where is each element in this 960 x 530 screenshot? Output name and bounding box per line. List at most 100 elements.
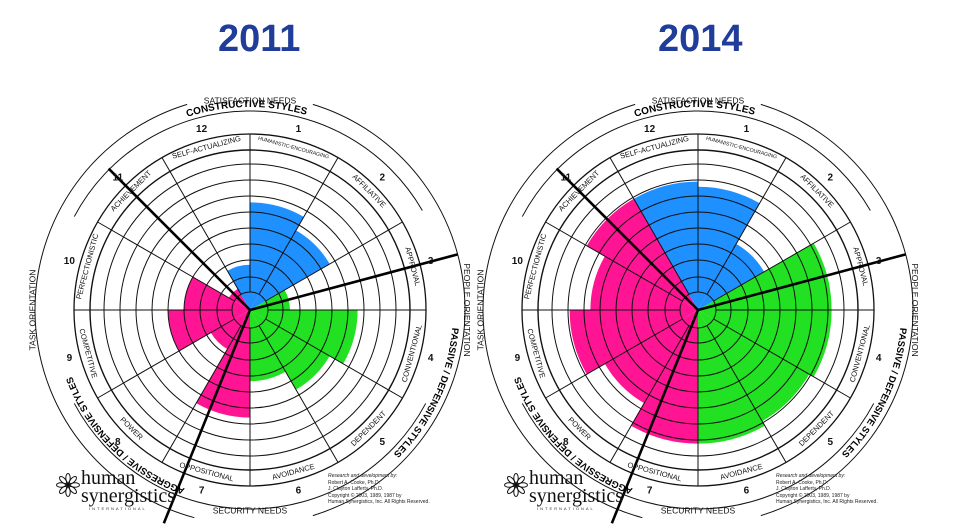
style-number-10: 10: [512, 256, 524, 267]
logo-petal: [68, 485, 77, 494]
security-arc: [73, 403, 427, 510]
logo-text-human: human: [529, 467, 584, 489]
credits-line: Research and development by:: [776, 473, 846, 479]
style-value-wedge-6: [698, 310, 765, 444]
credits-line: Human Synergistics, Inc. All Rights Rese…: [776, 499, 878, 505]
logo-petal: [59, 476, 68, 485]
style-value-wedge-1: [698, 186, 760, 310]
cluster-boundary-line: [610, 309, 700, 524]
spoke: [258, 325, 339, 463]
spoke: [545, 221, 683, 302]
logo-petal: [56, 482, 66, 488]
security-arc: [521, 403, 875, 510]
orientation-arcs: [34, 103, 466, 519]
credits-line: J. Clayton Lafferty, Ph.D.: [776, 486, 832, 492]
logo-petal: [68, 476, 77, 485]
credits-line: Human Synergistics, Inc. All Rights Rese…: [328, 499, 430, 505]
logo-petal: [59, 485, 68, 494]
style-number-1: 1: [744, 124, 750, 135]
year-2014-title: 2014: [658, 18, 743, 60]
orientation-arcs: [482, 103, 914, 519]
style-number-6: 6: [744, 485, 750, 496]
orientation-label-security: SECURITY NEEDS: [213, 505, 288, 515]
spoke: [545, 318, 683, 399]
credits-line: Copyright © 2003, 1989, 1987 by: [328, 492, 402, 499]
style-value-wedge-3: [250, 290, 290, 310]
orientation-label-people: PEOPLE ORIENTATION: [462, 263, 472, 356]
logo-petal: [516, 476, 525, 485]
logo-petal: [513, 487, 519, 497]
spoke: [706, 325, 787, 463]
style-number-8: 8: [115, 437, 121, 448]
spoke: [258, 157, 339, 295]
style-number-7: 7: [199, 485, 205, 496]
spoke: [713, 221, 851, 302]
style-number-7: 7: [647, 485, 653, 496]
cluster-boundary-line: [697, 253, 907, 312]
logo-petal: [507, 476, 516, 485]
style-number-5: 5: [379, 437, 385, 448]
style-number-3: 3: [428, 256, 434, 267]
logo-text-synergistics: synergistics: [81, 485, 176, 507]
credits-line: Research and development by:: [328, 473, 398, 479]
cluster-boundary-line: [249, 253, 459, 312]
logo-petal: [513, 473, 519, 483]
style-value-wedge-2: [698, 243, 765, 310]
copyright-credits: Research and development by: Robert A. C…: [328, 473, 430, 506]
orientation-label-security: SECURITY NEEDS: [661, 505, 736, 515]
spoke: [706, 157, 787, 295]
cluster-boundary-line: [107, 167, 251, 311]
style-number-5: 5: [827, 437, 833, 448]
task-arc: [34, 103, 195, 519]
style-value-wedge-6: [250, 310, 286, 382]
circumplex-2011-svg: HUMANISTIC-ENCOURAGING1AFFILIATIVE2APPRO…: [27, 95, 472, 524]
style-value-wedge-9: [168, 310, 250, 351]
style-name-6: AVOIDANCE: [719, 462, 763, 482]
style-number-2: 2: [379, 172, 385, 183]
style-number-4: 4: [428, 353, 434, 364]
spoke: [265, 318, 403, 399]
year-2011-title: 2011: [218, 18, 301, 60]
logo-flower-icon: [56, 473, 80, 497]
logo-text-international: INTERNATIONAL: [537, 506, 595, 511]
credits-line: Robert A. Cooke, Ph.D.: [328, 479, 380, 486]
logo-petal: [70, 482, 80, 488]
spoke: [609, 157, 690, 295]
cluster-boundary-line: [555, 167, 699, 311]
style-number-4: 4: [876, 353, 882, 364]
credits-line: J. Clayton Lafferty, Ph.D.: [328, 486, 384, 492]
logo-centre: [513, 482, 519, 488]
circumplex-2014: HUMANISTIC-ENCOURAGING 1 AFFILIATIVE 2 APPRO…: [448, 60, 928, 530]
circumplex-2011: HUMANISTIC-ENCOURAGING 1 AFFILIATIVE 2 APPRO…: [0, 60, 480, 530]
style-value-wedge-5: [698, 310, 810, 422]
style-value-wedge-3: [698, 243, 832, 310]
credits-line: Copyright © 2003, 1989, 1987 by: [776, 492, 850, 499]
style-number-11: 11: [112, 172, 123, 183]
logo-text-synergistics: synergistics: [529, 485, 624, 507]
orientation-label-people: PEOPLE ORIENTATION: [910, 263, 920, 356]
people-arc: [312, 103, 466, 517]
logo-flower-icon: [504, 473, 528, 497]
circumplex-2014-svg: HUMANISTIC-ENCOURAGING1AFFILIATIVE2APPRO…: [475, 95, 920, 524]
spoke: [97, 221, 235, 302]
logo-petal: [516, 485, 525, 494]
style-number-12: 12: [644, 124, 656, 135]
task-arc: [482, 103, 643, 519]
style-name-3: APPROVAL: [851, 246, 870, 287]
logo-petal: [518, 482, 528, 488]
style-value-wedge-2: [250, 230, 330, 310]
style-value-wedge-12: [227, 264, 250, 310]
style-number-2: 2: [827, 172, 833, 183]
copyright-credits: Research and development by: Robert A. C…: [776, 473, 878, 506]
style-number-1: 1: [296, 124, 302, 135]
logo-text-human: human: [81, 467, 136, 489]
cluster-boundary-line: [162, 309, 252, 524]
style-number-10: 10: [64, 256, 76, 267]
logo-text-international: INTERNATIONAL: [89, 506, 147, 511]
logo-petal: [65, 487, 71, 497]
style-name-6: AVOIDANCE: [271, 462, 315, 482]
style-number-12: 12: [196, 124, 208, 135]
style-name-8: POWER: [118, 415, 145, 442]
satisfaction-arc: [521, 110, 871, 217]
spoke: [609, 325, 690, 463]
